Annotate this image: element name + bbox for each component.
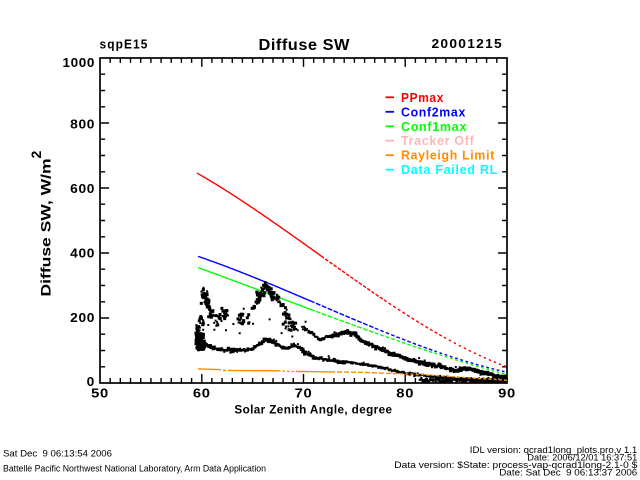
svg-text:Date: 2006/12/01 16:37:51: Date: 2006/12/01 16:37:51 (527, 453, 637, 463)
svg-text:0: 0 (87, 374, 95, 389)
svg-text:PPmax: PPmax (401, 91, 444, 105)
svg-text:20001215: 20001215 (432, 36, 504, 51)
svg-text:70: 70 (295, 386, 313, 401)
svg-text:Sat Dec 9 06:13:54 2006: Sat Dec 9 06:13:54 2006 (3, 448, 112, 458)
svg-text:Tracker Off: Tracker Off (401, 134, 475, 148)
svg-text:60: 60 (193, 386, 211, 401)
svg-text:Conf1max: Conf1max (401, 120, 467, 134)
svg-text:Diffuse SW: Diffuse SW (259, 37, 351, 54)
svg-text:400: 400 (70, 246, 95, 261)
svg-text:Rayleigh Limit: Rayleigh Limit (401, 149, 495, 163)
svg-text:Data version: $State: process-: Data version: $State: process-vap-qcrad1… (394, 460, 637, 470)
svg-text:50: 50 (91, 386, 109, 401)
svg-text:Date: Sat Dec 9 06:13:37 2006: Date: Sat Dec 9 06:13:37 2006 (499, 468, 637, 478)
svg-text:200: 200 (70, 310, 95, 325)
svg-text:Conf2max: Conf2max (401, 105, 466, 119)
svg-text:Battelle Pacific Northwest Nat: Battelle Pacific Northwest National Labo… (3, 464, 266, 474)
svg-text:sqpE15: sqpE15 (100, 37, 149, 52)
svg-text:1000: 1000 (63, 55, 96, 70)
svg-text:Diffuse SW, W/m: Diffuse SW, W/m (38, 159, 54, 297)
svg-text:90: 90 (498, 386, 516, 401)
svg-text:IDL version: qcrad1long_plots.: IDL version: qcrad1long_plots.pro,v 1.1 (470, 445, 638, 455)
svg-text:600: 600 (70, 181, 95, 196)
svg-text:2: 2 (28, 151, 44, 159)
svg-text:800: 800 (70, 117, 95, 132)
svg-text:Data Failed RL: Data Failed RL (401, 163, 498, 177)
svg-text:80: 80 (396, 386, 414, 401)
svg-text:Solar Zenith Angle, degree: Solar Zenith Angle, degree (234, 403, 392, 417)
